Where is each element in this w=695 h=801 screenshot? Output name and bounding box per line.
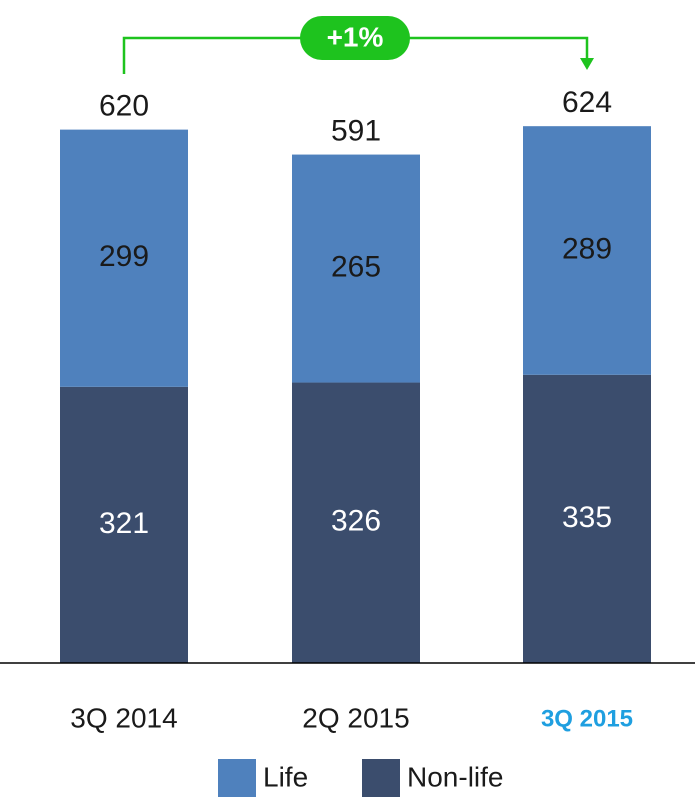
change-arrow: +1% — [122, 16, 594, 74]
segment-label: 265 — [331, 250, 381, 283]
legend-swatch — [362, 759, 400, 797]
x-tick-label: 3Q 2015 — [541, 705, 633, 732]
bar-segment — [60, 129, 188, 387]
bar-segment — [60, 386, 188, 663]
legend-swatch — [218, 759, 256, 797]
total-label: 591 — [331, 114, 381, 147]
legend-label: Life — [263, 761, 308, 792]
bar-segment — [523, 126, 651, 375]
segment-label: 299 — [99, 240, 149, 273]
bar-segment — [523, 374, 651, 663]
annotation-pill — [300, 16, 410, 60]
total-label: 620 — [99, 90, 149, 123]
x-tick-label: 3Q 2014 — [70, 702, 177, 733]
bar-segment — [292, 154, 420, 383]
segment-label: 326 — [331, 505, 381, 538]
segment-label: 335 — [562, 501, 612, 534]
annotation: +1% — [327, 21, 384, 52]
legend-label: Non-life — [407, 761, 503, 792]
segment-label: 289 — [562, 232, 612, 265]
bar-segment — [292, 382, 420, 663]
segment-label: 321 — [99, 507, 149, 540]
x-tick-label: 2Q 2015 — [302, 702, 409, 733]
total-label: 624 — [562, 86, 612, 119]
arrow-head — [580, 58, 594, 70]
